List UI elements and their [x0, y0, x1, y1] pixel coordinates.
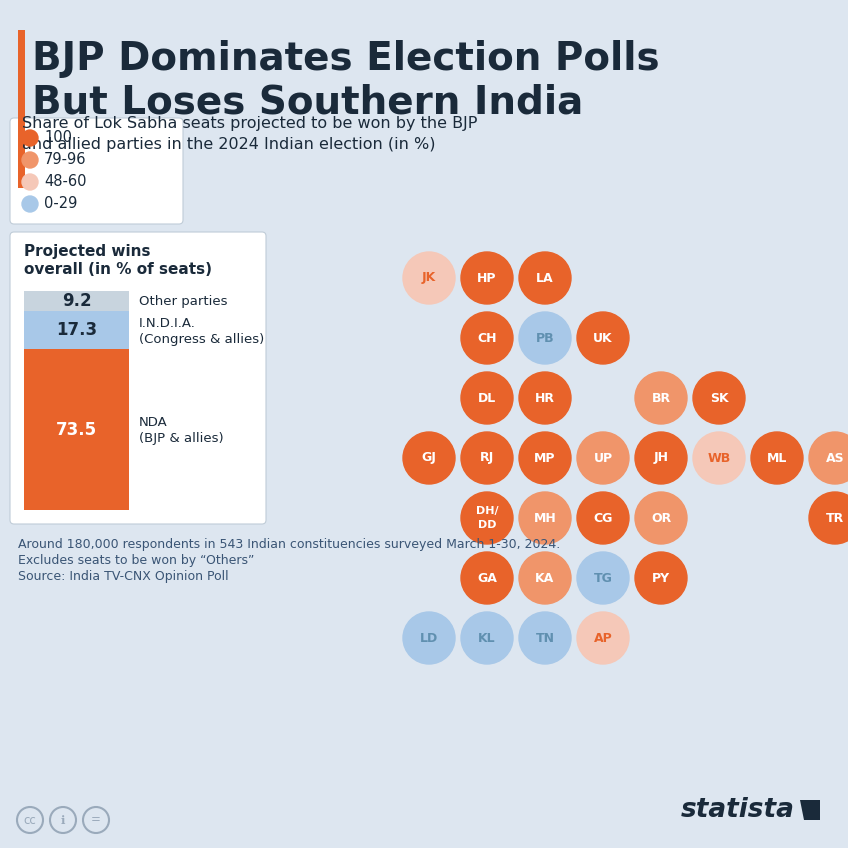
Bar — [24, 349, 129, 510]
Circle shape — [751, 432, 803, 484]
Text: DH/: DH/ — [476, 506, 499, 516]
Circle shape — [577, 612, 629, 664]
Text: (Congress & allies): (Congress & allies) — [139, 332, 265, 346]
Circle shape — [635, 372, 687, 424]
Text: OR: OR — [651, 511, 671, 525]
Circle shape — [519, 432, 571, 484]
Text: AP: AP — [594, 632, 612, 644]
Circle shape — [693, 432, 745, 484]
Text: DL: DL — [478, 392, 496, 404]
Text: DD: DD — [477, 520, 496, 530]
Text: LD: LD — [420, 632, 438, 644]
Text: Source: India TV-CNX Opinion Poll: Source: India TV-CNX Opinion Poll — [18, 570, 229, 583]
Circle shape — [519, 492, 571, 544]
Text: 79-96: 79-96 — [44, 153, 86, 168]
Text: KL: KL — [478, 632, 496, 644]
Circle shape — [22, 130, 38, 146]
Text: PB: PB — [536, 332, 555, 344]
Text: AS: AS — [826, 451, 845, 465]
Text: (BJP & allies): (BJP & allies) — [139, 432, 224, 445]
Text: Excludes seats to be won by “Others”: Excludes seats to be won by “Others” — [18, 554, 254, 567]
Circle shape — [461, 372, 513, 424]
Text: Projected wins: Projected wins — [24, 244, 150, 259]
Circle shape — [461, 552, 513, 604]
Bar — [24, 291, 129, 311]
Circle shape — [403, 612, 455, 664]
Text: 17.3: 17.3 — [56, 321, 97, 339]
Text: TR: TR — [826, 511, 844, 525]
Text: cc: cc — [24, 813, 36, 827]
Circle shape — [635, 432, 687, 484]
Circle shape — [809, 492, 848, 544]
Text: BR: BR — [651, 392, 671, 404]
Text: UP: UP — [594, 451, 612, 465]
Circle shape — [403, 252, 455, 304]
Polygon shape — [800, 800, 820, 820]
Text: Around 180,000 respondents in 543 Indian constituencies surveyed March 1-30, 202: Around 180,000 respondents in 543 Indian… — [18, 538, 561, 551]
Text: JH: JH — [654, 451, 668, 465]
Circle shape — [22, 196, 38, 212]
Text: ℹ: ℹ — [61, 813, 65, 827]
Circle shape — [519, 552, 571, 604]
Text: But Loses Southern India: But Loses Southern India — [32, 84, 583, 122]
Text: RJ: RJ — [480, 451, 494, 465]
Text: NDA: NDA — [139, 416, 168, 429]
Text: 100: 100 — [44, 131, 72, 146]
Circle shape — [635, 552, 687, 604]
Text: CH: CH — [477, 332, 497, 344]
Text: 73.5: 73.5 — [56, 421, 97, 438]
Text: LA: LA — [536, 271, 554, 284]
Text: MH: MH — [533, 511, 556, 525]
Circle shape — [22, 174, 38, 190]
Text: GJ: GJ — [421, 451, 437, 465]
Text: KA: KA — [535, 572, 555, 584]
Text: CG: CG — [594, 511, 613, 525]
Circle shape — [693, 372, 745, 424]
Text: HP: HP — [477, 271, 497, 284]
Text: 48-60: 48-60 — [44, 175, 86, 189]
Text: MP: MP — [534, 451, 555, 465]
Text: TG: TG — [594, 572, 612, 584]
Text: ML: ML — [767, 451, 787, 465]
Text: Share of Lok Sabha seats projected to be won by the BJP
and allied parties in th: Share of Lok Sabha seats projected to be… — [22, 116, 477, 152]
Circle shape — [461, 312, 513, 364]
Circle shape — [461, 492, 513, 544]
FancyBboxPatch shape — [10, 118, 183, 224]
Text: TN: TN — [535, 632, 555, 644]
Circle shape — [461, 612, 513, 664]
Circle shape — [635, 492, 687, 544]
Circle shape — [577, 492, 629, 544]
Text: 9.2: 9.2 — [62, 292, 92, 310]
Circle shape — [577, 432, 629, 484]
Text: overall (in % of seats): overall (in % of seats) — [24, 262, 212, 277]
Text: 0-29: 0-29 — [44, 197, 77, 211]
Text: statista: statista — [681, 797, 795, 823]
Text: I.N.D.I.A.: I.N.D.I.A. — [139, 316, 196, 330]
Circle shape — [577, 312, 629, 364]
Text: HR: HR — [535, 392, 555, 404]
Circle shape — [519, 612, 571, 664]
Text: UK: UK — [594, 332, 613, 344]
Text: Other parties: Other parties — [139, 294, 227, 308]
Text: GA: GA — [477, 572, 497, 584]
Circle shape — [519, 252, 571, 304]
Circle shape — [461, 432, 513, 484]
Circle shape — [22, 152, 38, 168]
Text: JK: JK — [421, 271, 436, 284]
Text: SK: SK — [710, 392, 728, 404]
FancyBboxPatch shape — [10, 232, 266, 524]
Circle shape — [461, 252, 513, 304]
Circle shape — [519, 372, 571, 424]
Bar — [18, 30, 25, 188]
Circle shape — [809, 432, 848, 484]
Text: BJP Dominates Election Polls: BJP Dominates Election Polls — [32, 40, 660, 78]
Circle shape — [403, 432, 455, 484]
Text: PY: PY — [652, 572, 670, 584]
Circle shape — [519, 312, 571, 364]
Circle shape — [577, 552, 629, 604]
Text: WB: WB — [707, 451, 731, 465]
Text: =: = — [91, 813, 101, 827]
Bar — [24, 311, 129, 349]
